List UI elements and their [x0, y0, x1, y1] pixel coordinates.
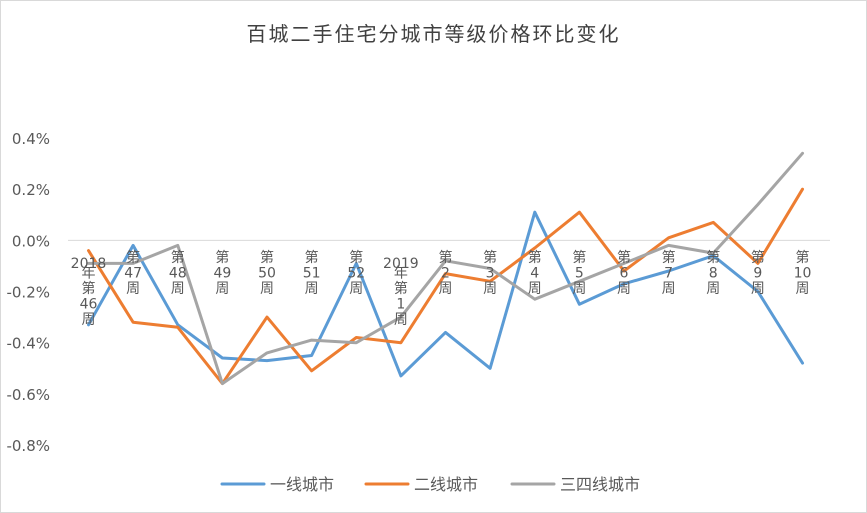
series-line-1: [87, 210, 804, 378]
legend-label: 二线城市: [414, 475, 478, 494]
x-tick-label: 第 49 周: [213, 249, 231, 297]
chart-title: 百城二手住宅分城市等级价格环比变化: [246, 22, 621, 46]
x-tick-label: 第 47 周: [124, 249, 142, 297]
y-tick-label: -0.4%: [6, 335, 50, 353]
y-tick-label: -0.6%: [6, 386, 50, 404]
series-line-2: [87, 187, 804, 386]
y-tick-label: 0.0%: [12, 232, 50, 250]
legend-label: 三四线城市: [560, 475, 640, 494]
x-tick-label: 第 51 周: [303, 249, 321, 297]
x-tick-label: 2019 年第 1 周: [383, 256, 419, 328]
y-tick-label: 0.2%: [12, 181, 50, 199]
x-tick-label: 第 50 周: [258, 249, 276, 297]
x-tick-label: 第 10 周: [794, 249, 812, 297]
x-tick-label: 第 52 周: [347, 249, 365, 297]
legend-label: 一线城市: [270, 475, 334, 494]
x-tick-label: 第 48 周: [169, 249, 187, 297]
y-tick-label: -0.8%: [6, 437, 50, 455]
x-tick-label: 2018 年第 46 周: [71, 256, 107, 328]
y-tick-label: 0.4%: [12, 130, 50, 148]
series-line-3: [87, 151, 804, 386]
y-tick-label: -0.2%: [6, 284, 50, 302]
